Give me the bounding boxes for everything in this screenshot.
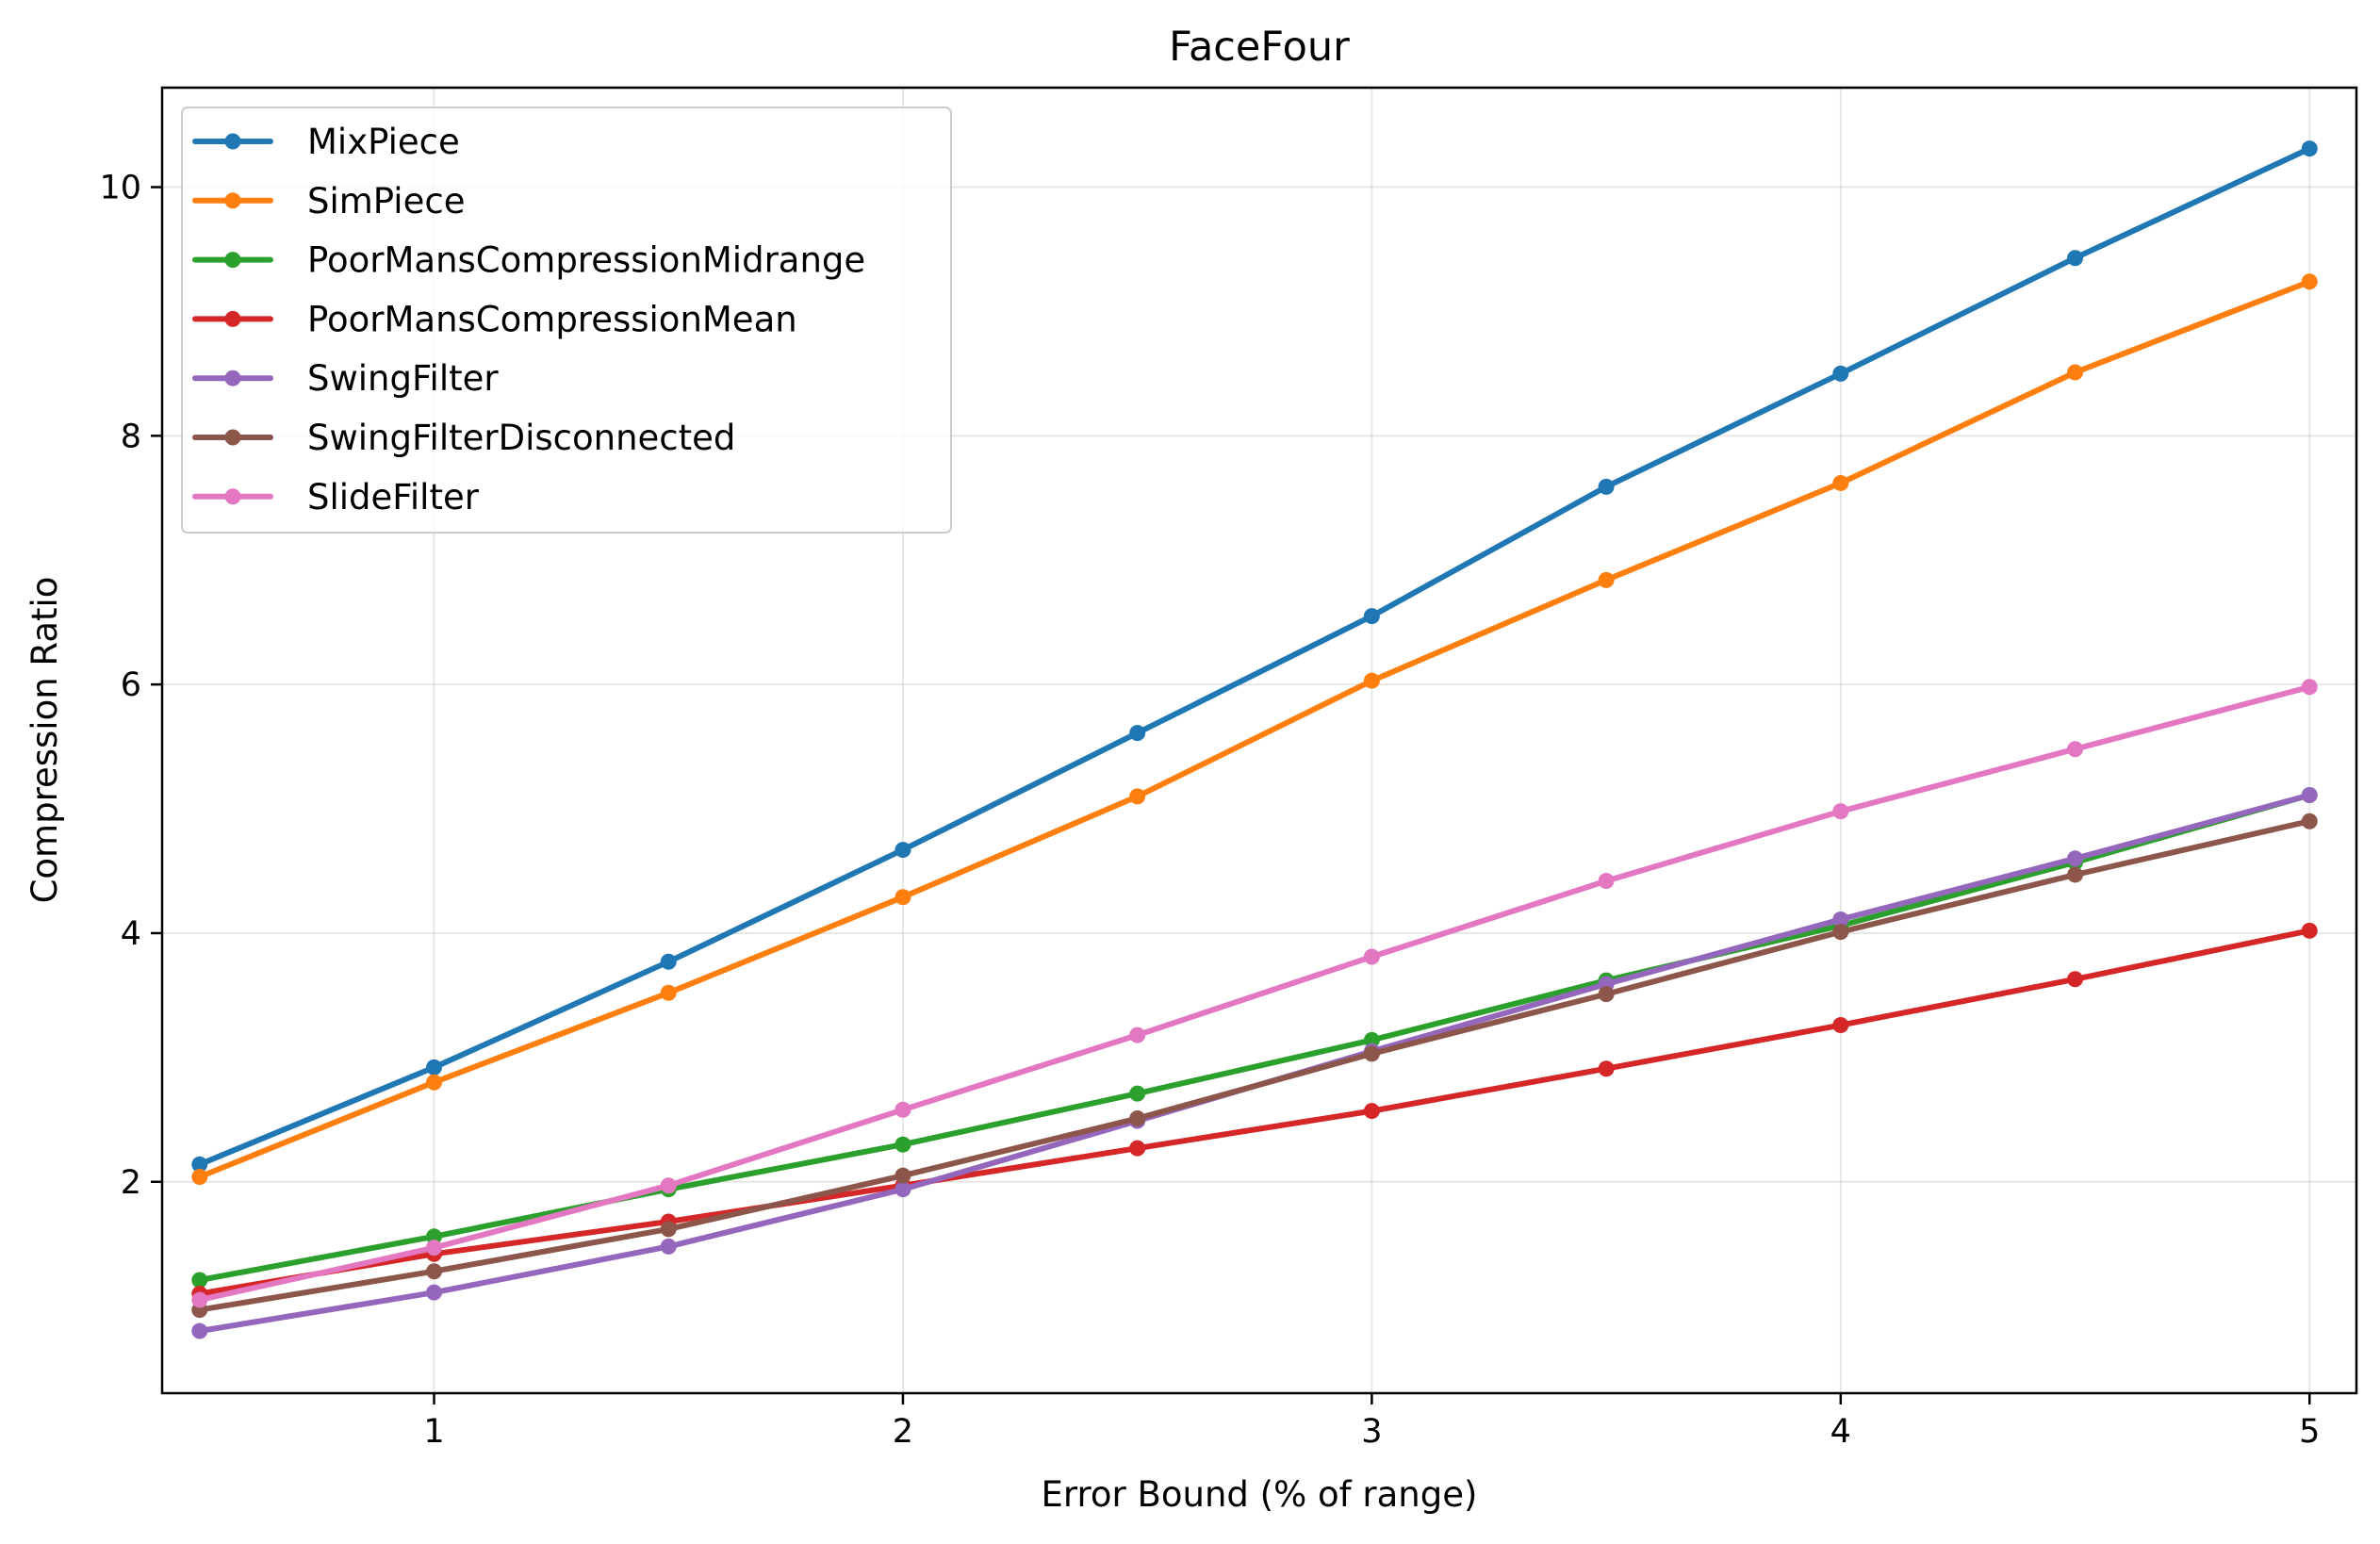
data-point — [1598, 571, 1615, 588]
legend-label: SimPiece — [307, 181, 465, 222]
data-point — [1832, 1017, 1849, 1034]
series-line — [196, 792, 2313, 1283]
data-point — [426, 1284, 443, 1301]
series-lines — [191, 140, 2318, 1339]
data-point — [1363, 672, 1380, 689]
legend-swatch-marker — [224, 192, 241, 209]
data-point — [191, 1291, 208, 1308]
y-tick-label: 4 — [121, 915, 141, 953]
data-point — [426, 1228, 443, 1245]
plot-frame — [160, 86, 2358, 1395]
data-point — [2301, 273, 2318, 290]
y-tick-label: 10 — [99, 170, 141, 207]
data-point — [1129, 1027, 1146, 1043]
data-point — [2067, 364, 2084, 381]
data-point — [191, 1272, 208, 1289]
y-tick-label: 2 — [121, 1164, 141, 1202]
data-point — [1598, 1060, 1615, 1077]
data-point — [1363, 948, 1380, 965]
data-point — [426, 1074, 443, 1091]
data-point — [1363, 1103, 1380, 1120]
y-axis-label: Compression Ratio — [25, 577, 65, 904]
data-point — [660, 953, 677, 970]
legend-label: SwingFilterDisconnected — [307, 418, 735, 458]
data-point — [2067, 866, 2084, 883]
data-point — [2067, 250, 2084, 267]
series-line — [196, 818, 2313, 1313]
legend-label: MixPiece — [307, 122, 460, 162]
data-point — [1129, 1140, 1146, 1157]
data-point — [1832, 474, 1849, 491]
x-tick-label: 5 — [2299, 1413, 2320, 1451]
y-tick-label: 6 — [121, 666, 141, 704]
data-point — [1129, 788, 1146, 805]
x-axis-label: Error Bound (% of range) — [1042, 1474, 1478, 1515]
legend-swatch-marker — [224, 370, 241, 386]
data-point — [191, 1322, 208, 1339]
data-point — [1363, 608, 1380, 625]
data-point — [1129, 725, 1146, 742]
data-point — [2301, 140, 2318, 157]
legend-swatch-marker — [224, 252, 241, 269]
data-point — [2301, 787, 2318, 804]
data-point — [895, 889, 911, 906]
y-tick-label: 8 — [121, 418, 141, 455]
legend-swatch-marker — [224, 133, 241, 150]
x-tick-label: 1 — [423, 1413, 444, 1451]
data-point — [895, 1136, 911, 1153]
data-point — [2067, 850, 2084, 867]
data-point — [660, 1177, 677, 1194]
legend-swatch-marker — [224, 310, 241, 327]
grid — [162, 88, 2356, 1393]
legend-label: PoorMansCompressionMean — [307, 299, 797, 339]
data-point — [660, 1221, 677, 1238]
data-point — [895, 1101, 911, 1118]
data-point — [1363, 1045, 1380, 1062]
data-point — [2301, 922, 2318, 939]
x-tick-label: 4 — [1830, 1413, 1851, 1451]
series-line — [196, 928, 2313, 1297]
data-point — [1832, 924, 1849, 941]
legend-label: SlideFilter — [307, 477, 480, 517]
data-point — [191, 1168, 208, 1185]
data-point — [426, 1240, 443, 1257]
data-point — [191, 1156, 208, 1173]
data-point — [1832, 365, 1849, 382]
data-point — [660, 984, 677, 1001]
data-point — [1129, 1109, 1146, 1126]
data-point — [1363, 1031, 1380, 1048]
legend-swatch-marker — [224, 429, 241, 446]
legend-label: PoorMansCompressionMidrange — [307, 240, 865, 281]
data-point — [1598, 873, 1615, 890]
data-point — [895, 842, 911, 859]
data-point — [660, 1238, 677, 1255]
data-point — [426, 1059, 443, 1076]
data-point — [2301, 813, 2318, 829]
series-line — [196, 683, 2313, 1304]
data-point — [895, 1181, 911, 1198]
data-point — [895, 1167, 911, 1184]
data-point — [1598, 986, 1615, 1003]
legend-label: SwingFilter — [307, 358, 499, 399]
legend-swatch-marker — [224, 488, 241, 505]
chart-title: FaceFour — [1169, 24, 1350, 71]
data-point — [2067, 971, 2084, 988]
legend: MixPiece SimPiece PoorMansCompressionMidra… — [181, 107, 952, 534]
data-point — [2067, 741, 2084, 758]
data-point — [1832, 803, 1849, 820]
x-tick-label: 3 — [1361, 1413, 1382, 1451]
series-line — [196, 145, 2313, 1168]
legend-frame — [181, 107, 952, 534]
data-point — [1598, 478, 1615, 495]
data-point — [426, 1263, 443, 1280]
data-point — [1129, 1085, 1146, 1102]
data-point — [1832, 911, 1849, 928]
data-point — [2301, 679, 2318, 696]
x-tick-label: 2 — [893, 1413, 913, 1451]
axis-ticks: 1 2 3 4 5 2 4 6 8 10 — [99, 170, 2320, 1451]
series-line — [196, 278, 2313, 1180]
